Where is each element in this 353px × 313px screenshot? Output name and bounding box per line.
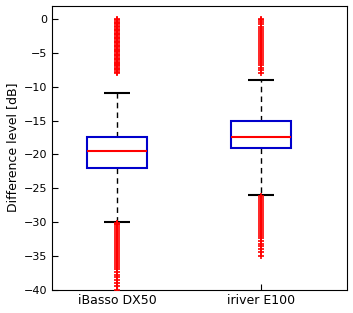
Bar [231,121,291,147]
Y-axis label: Difference level [dB]: Difference level [dB] [6,83,19,212]
Bar [87,137,148,168]
